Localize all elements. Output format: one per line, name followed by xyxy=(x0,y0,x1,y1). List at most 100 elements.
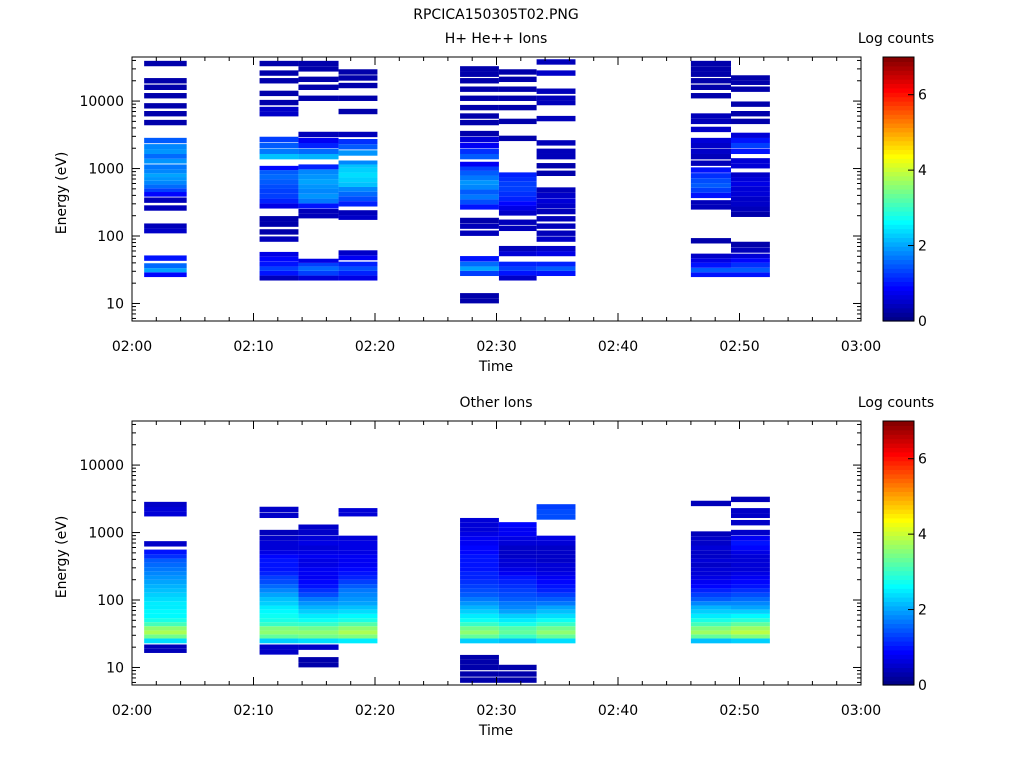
heatmap-cell xyxy=(536,70,576,76)
colorbar-segment xyxy=(883,588,914,594)
heatmap-cell xyxy=(298,524,339,530)
colorbar-segment xyxy=(883,654,914,660)
heatmap-cell xyxy=(298,153,339,160)
colorbar-segment xyxy=(883,676,914,682)
heatmap-cell xyxy=(460,153,499,160)
heatmap-cell xyxy=(259,275,299,281)
colorbar-segment xyxy=(883,548,914,554)
heatmap-cell xyxy=(259,545,299,551)
heatmap-cell xyxy=(298,137,339,143)
heatmap-cell xyxy=(536,153,576,160)
heatmap-cell xyxy=(259,261,299,267)
colorbar-segment xyxy=(883,680,914,686)
heatmap-cell xyxy=(259,136,299,143)
heatmap-cell xyxy=(298,270,339,276)
heatmap-cell xyxy=(298,142,339,149)
heatmap-cell xyxy=(259,188,299,194)
heatmap-cell xyxy=(144,173,187,178)
x-tick-label: 03:00 xyxy=(841,339,881,355)
heatmap-cell xyxy=(144,588,187,593)
colorbar-segment xyxy=(883,495,914,501)
heatmap-cell xyxy=(338,634,378,639)
heatmap-cell xyxy=(536,514,576,520)
heatmap-cell xyxy=(536,203,576,209)
heatmap-cell xyxy=(460,630,499,635)
heatmap-cell xyxy=(460,204,499,210)
heatmap-cell xyxy=(259,626,299,631)
heatmap-cell xyxy=(338,261,378,267)
heatmap-cell xyxy=(144,506,187,512)
heatmap-cell xyxy=(690,630,731,635)
heatmap-cell xyxy=(298,609,339,614)
heatmap-cell xyxy=(731,86,770,92)
x-tick-label: 02:40 xyxy=(598,339,638,355)
heatmap-cell xyxy=(460,638,499,644)
heatmap-cell xyxy=(731,575,770,580)
heatmap-cell xyxy=(259,562,299,568)
heatmap-cell xyxy=(338,201,378,207)
heatmap-cell xyxy=(731,186,770,192)
heatmap-cell xyxy=(460,175,499,181)
heatmap-cell xyxy=(460,545,499,551)
heatmap-cell xyxy=(298,592,339,598)
heatmap-cells xyxy=(144,59,770,304)
heatmap-cell xyxy=(338,186,378,192)
heatmap-cell xyxy=(144,177,187,181)
heatmap-cell xyxy=(298,540,339,546)
colorbar-segment xyxy=(883,211,914,216)
heatmap-cell xyxy=(498,181,537,187)
heatmap-cell xyxy=(731,540,770,546)
colorbar-segment xyxy=(883,140,914,146)
heatmap-cell xyxy=(338,160,378,165)
colorbar-segment xyxy=(883,153,914,159)
heatmap-cell xyxy=(536,192,576,199)
heatmap-cell xyxy=(536,100,576,106)
heatmap-cell xyxy=(536,504,576,510)
heatmap-cell xyxy=(690,253,731,259)
heatmap-cell xyxy=(690,183,731,188)
heatmap-cell xyxy=(498,69,537,75)
heatmap-cell xyxy=(259,165,299,171)
heatmap-cell xyxy=(498,613,537,619)
heatmap-cell xyxy=(536,545,576,551)
heatmap-cell xyxy=(690,84,731,90)
heatmap-cell xyxy=(536,630,576,635)
heatmap-cell xyxy=(298,626,339,631)
heatmap-cell xyxy=(690,71,731,77)
heatmap-cell xyxy=(690,137,731,143)
colorbar-segment xyxy=(883,228,914,234)
heatmap-cell xyxy=(690,579,731,585)
colorbar-tick-label: 2 xyxy=(918,239,927,255)
heatmap-cell xyxy=(338,562,378,568)
heatmap-cell xyxy=(731,584,770,589)
heatmap-cell xyxy=(338,172,378,178)
colorbar-segment xyxy=(883,627,914,633)
colorbar-segment xyxy=(883,579,914,585)
heatmap-cell xyxy=(536,613,576,619)
colorbar-segment xyxy=(883,473,914,479)
heatmap-cell xyxy=(298,193,339,199)
colorbar-segment xyxy=(883,272,914,278)
heatmap-cell xyxy=(259,567,299,572)
x-tick-label: 02:20 xyxy=(355,339,395,355)
heatmap-cell xyxy=(298,148,339,154)
heatmap-cell xyxy=(536,605,576,610)
heatmap-cell xyxy=(690,567,731,572)
heatmap-cell xyxy=(690,531,731,537)
panel-h-he-ions: H+ He++ Ions Log counts Time Energy (eV)… xyxy=(54,31,934,375)
heatmap-cell xyxy=(259,99,299,106)
colorbar-segment xyxy=(883,535,914,541)
heatmap-cell xyxy=(690,118,731,125)
heatmap-cell xyxy=(460,601,499,606)
heatmap-cell xyxy=(338,512,378,517)
x-tick-label: 02:20 xyxy=(355,703,395,719)
heatmap-cell xyxy=(259,148,299,154)
heatmap-cell xyxy=(498,567,537,572)
colorbar-segment xyxy=(883,290,914,296)
heatmap-cell xyxy=(690,148,731,154)
heatmap-cell xyxy=(731,558,770,563)
heatmap-cell xyxy=(298,164,339,170)
colorbar-segment xyxy=(883,460,914,466)
heatmap-cell xyxy=(460,540,499,546)
heatmap-cell xyxy=(144,613,187,619)
